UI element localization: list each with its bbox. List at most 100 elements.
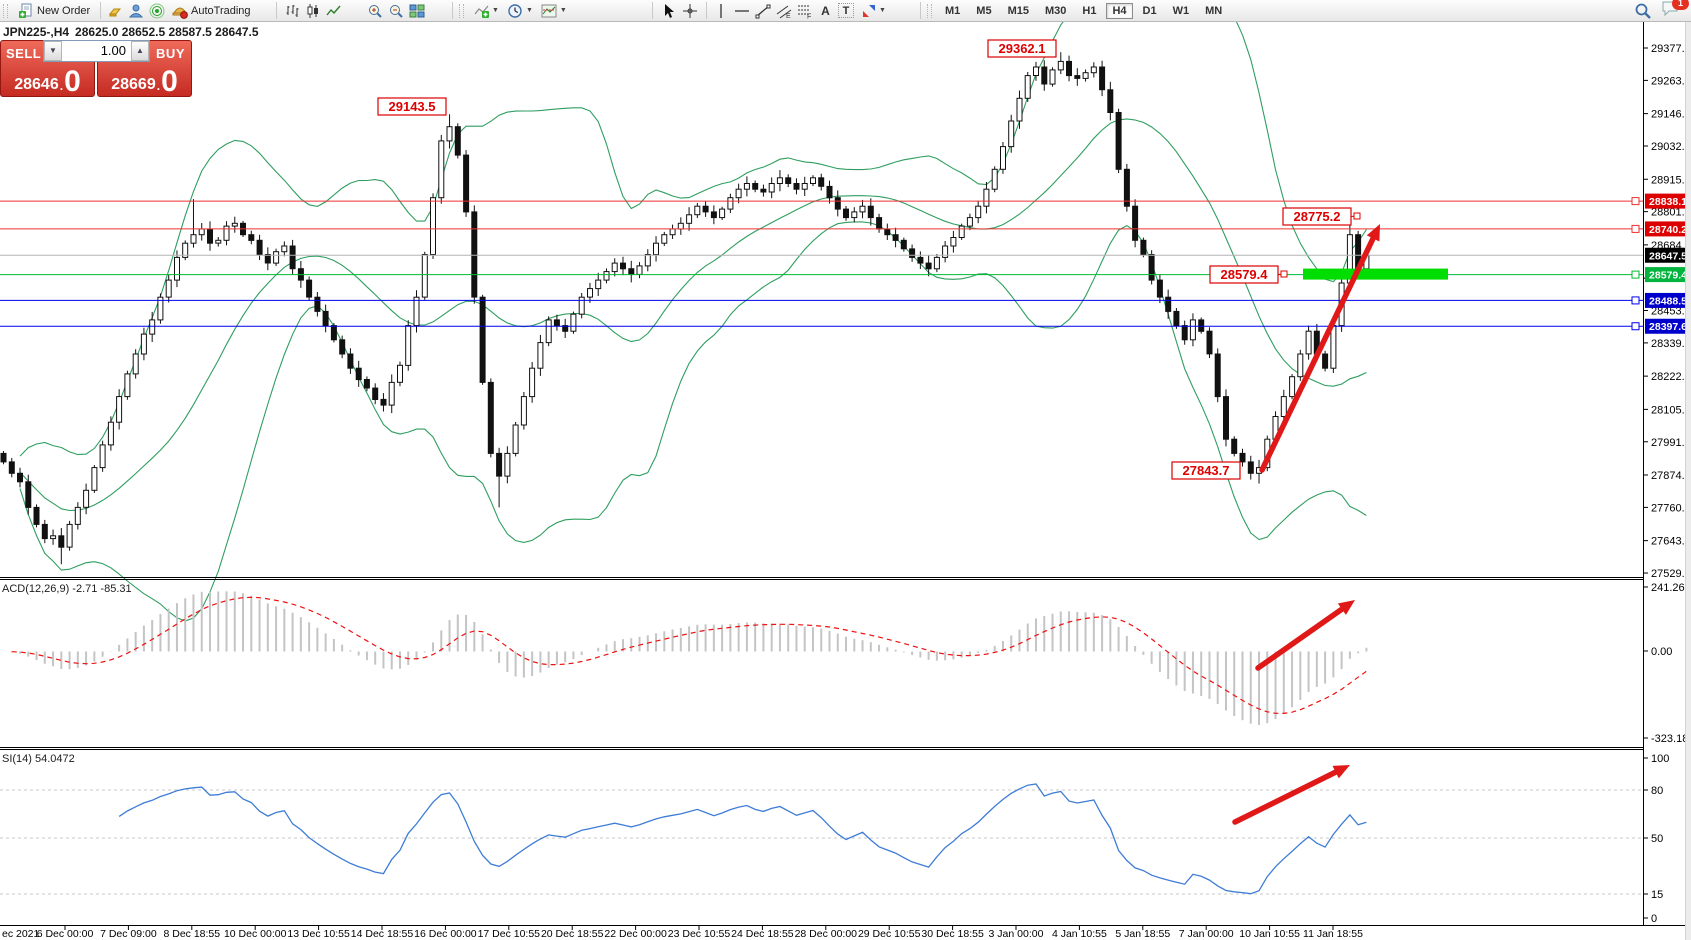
timeframe-button-d1[interactable]: D1: [1142, 4, 1157, 17]
templates-button[interactable]: ▼: [539, 2, 569, 20]
candle-body: [1239, 452, 1246, 463]
signals-icon[interactable]: [148, 3, 165, 19]
timeframe-button-h4[interactable]: H4: [1106, 2, 1133, 19]
level-line-handle[interactable]: [1631, 270, 1640, 279]
vertical-line-icon[interactable]: [712, 3, 729, 19]
channel-icon[interactable]: E: [775, 3, 792, 19]
toolbar-drag-handle[interactable]: [927, 3, 932, 18]
time-axis-label: 7 Jan 00:00: [1179, 928, 1234, 940]
time-axis-label: 10 Jan 10:55: [1239, 928, 1300, 940]
candlestick-chart-icon[interactable]: [304, 3, 321, 19]
toolbar-drag-handle[interactable]: [459, 3, 464, 18]
time-axis-label: 24 Dec 18:55: [731, 928, 794, 940]
notification-badge: 1: [1672, 0, 1689, 10]
volume-input[interactable]: ▼ 1.00 ▲: [43, 40, 150, 62]
price-tick-label: 27760.0: [1651, 502, 1691, 514]
line-chart-icon[interactable]: [325, 3, 342, 19]
candle-body: [174, 256, 180, 281]
symbol-period-label: JPN225-,H4: [3, 25, 70, 39]
annotation-text: 27843.7: [1183, 463, 1230, 478]
price-badge: 28838.1: [1645, 193, 1691, 209]
candle-body: [165, 279, 172, 298]
annotation-frame: [377, 97, 447, 116]
trend-arrow[interactable]: [1232, 766, 1345, 825]
timeframe-button-m5[interactable]: M5: [976, 4, 992, 17]
rsi-line: [118, 783, 1367, 895]
timeframe-button-m15[interactable]: M15: [1007, 4, 1029, 17]
time-axis-label: 29 Dec 10:55: [858, 928, 921, 940]
bar-chart-icon[interactable]: [283, 3, 300, 19]
search-icon[interactable]: [1634, 3, 1651, 19]
candle-body: [405, 325, 412, 366]
candle-body: [223, 225, 230, 241]
price-tick-label: 29263.0: [1651, 75, 1691, 87]
level-line-handle[interactable]: [1631, 296, 1640, 305]
candle-body: [314, 296, 321, 312]
annotation-box[interactable]: 27843.7: [1171, 461, 1241, 480]
support-zone-highlight[interactable]: [1303, 268, 1448, 280]
candle-body: [1322, 353, 1329, 369]
volume-decrease-button[interactable]: ▼: [44, 41, 62, 61]
label-tool-icon[interactable]: T: [838, 3, 854, 18]
rsi-axis-label: 50: [1651, 833, 1663, 845]
text-tool-icon[interactable]: A: [821, 3, 830, 18]
tile-windows-icon[interactable]: [408, 3, 425, 19]
crosshair-icon[interactable]: [681, 3, 698, 19]
trendline-icon[interactable]: [754, 3, 771, 19]
candle-body: [818, 177, 825, 187]
timeframe-button-mn[interactable]: MN: [1205, 4, 1223, 17]
candle-body: [1189, 319, 1196, 341]
candle-body: [686, 214, 693, 224]
volume-increase-button[interactable]: ▲: [131, 41, 149, 61]
gold-icon[interactable]: [106, 3, 123, 19]
account-icon[interactable]: [127, 3, 144, 19]
candle-body: [1107, 89, 1114, 114]
level-line-handle[interactable]: [1631, 322, 1640, 331]
dropdown-arrow-icon: ▼: [525, 7, 533, 14]
price-badge-value: 28647.5: [1649, 250, 1687, 262]
horizontal-line-icon[interactable]: [733, 3, 750, 19]
level-lines: [0, 197, 1643, 331]
fibonacci-icon[interactable]: F: [796, 3, 813, 19]
candle-body: [876, 217, 883, 230]
autotrading-button[interactable]: AutoTrading: [169, 2, 253, 20]
level-line-handle[interactable]: [1631, 224, 1640, 233]
timeframe-button-m1[interactable]: M1: [945, 4, 961, 17]
candle-body: [1289, 376, 1296, 398]
trend-arrow[interactable]: [1259, 229, 1379, 473]
candle-body: [801, 183, 808, 190]
annotation-box[interactable]: 28775.2: [1282, 207, 1361, 226]
level-line-handle[interactable]: [1631, 197, 1640, 206]
indicators-button[interactable]: ▼: [471, 2, 501, 20]
macd-axis-label: 241.26: [1651, 582, 1685, 594]
zoom-out-icon[interactable]: [387, 3, 404, 19]
trend-arrow[interactable]: [1255, 602, 1351, 671]
candle-body: [339, 339, 346, 355]
cursor-icon[interactable]: [660, 3, 677, 19]
candle-body: [347, 353, 354, 369]
periods-button[interactable]: ▼: [505, 2, 535, 20]
timeframe-button-m30[interactable]: M30: [1044, 4, 1067, 17]
candle-body: [322, 310, 329, 327]
candle-body: [1223, 396, 1229, 440]
arrows-tool-button[interactable]: ▼: [858, 2, 888, 20]
zoom-in-icon[interactable]: [366, 3, 383, 19]
annotation-box[interactable]: 29143.5: [377, 97, 447, 116]
annotation-box[interactable]: 29362.1: [987, 39, 1057, 58]
timeframe-button-w1[interactable]: W1: [1172, 4, 1190, 17]
candle-body: [1016, 97, 1023, 122]
candle-body: [190, 234, 197, 244]
toolbar-drag-handle[interactable]: [3, 3, 8, 18]
candle-body: [149, 319, 156, 335]
chat-button[interactable]: 1: [1661, 0, 1689, 22]
price-axis: 29377.0 29263.0 29146.0 29032.0 28915.0 28801…: [1643, 22, 1691, 925]
timeframe-button-h1[interactable]: H1: [1082, 4, 1097, 17]
price-tick-label: 27643.0: [1651, 536, 1691, 548]
new-order-button[interactable]: New Order: [15, 2, 92, 20]
candle-body: [975, 205, 982, 219]
annotation-box[interactable]: 28579.4: [1209, 265, 1288, 284]
candle-body: [41, 523, 48, 540]
candle-body: [1057, 60, 1064, 71]
